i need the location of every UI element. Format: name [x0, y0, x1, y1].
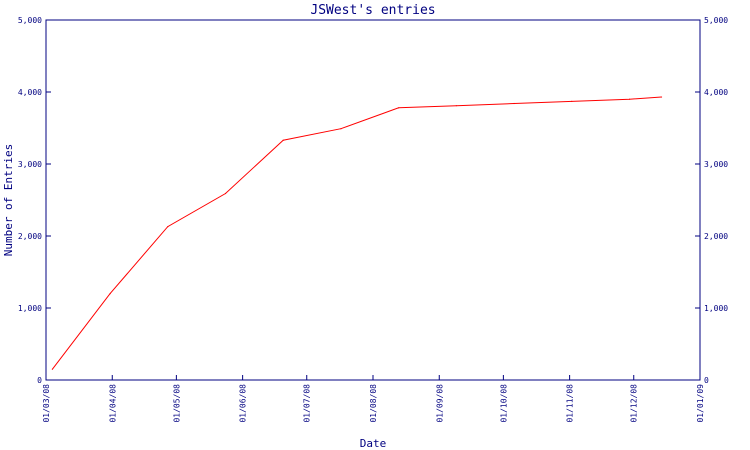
data-point: [571, 100, 573, 102]
x-axis-label: Date: [360, 437, 387, 450]
data-point: [628, 98, 631, 100]
x-tick-label: 01/08/08: [369, 384, 378, 423]
x-tick-label: 01/04/08: [108, 384, 117, 423]
y-axis-right: 0 1,000 2,000 3,000 4,000 5,000: [695, 16, 728, 385]
plot-frame: [45, 19, 701, 381]
series-layer: [51, 96, 663, 370]
x-tick-label: 01/09/08: [435, 384, 444, 423]
y-tick-label-right: 1,000: [704, 304, 728, 313]
y-tick-label-left: 3,000: [18, 160, 42, 169]
data-point: [513, 102, 515, 105]
data-point: [51, 368, 54, 370]
y-tick-label-left: 5,000: [18, 16, 42, 25]
y-tick-label-right: 0: [704, 376, 709, 385]
data-point: [455, 105, 457, 107]
x-tick-label: 01/10/08: [499, 384, 508, 423]
y-tick-label-right: 2,000: [704, 232, 728, 241]
y-axis-left: 0 1,000 2,000 3,000 4,000 5,000: [18, 16, 51, 385]
x-tick-label: 01/11/08: [566, 384, 575, 423]
x-tick-label: 01/12/08: [630, 384, 639, 423]
x-tick-label: 01/03/08: [42, 384, 51, 423]
data-point: [224, 192, 227, 195]
y-tick-label-left: 1,000: [18, 304, 42, 313]
y-tick-label-right: 5,000: [704, 16, 728, 25]
chart-title: JSWest's entries: [310, 3, 435, 18]
data-point: [398, 107, 400, 109]
y-axis-label: Number of Entries: [2, 144, 15, 257]
x-axis: 01/03/08 01/04/08 01/05/08 01/06/08 01/07/08…: [42, 375, 705, 423]
data-point: [340, 128, 342, 130]
y-tick-label-left: 2,000: [18, 232, 42, 241]
data-point: [109, 293, 111, 295]
series-line: [52, 96, 662, 370]
x-tick-label: 01/07/08: [303, 384, 312, 423]
x-tick-label: 01/01/09: [696, 384, 705, 423]
x-tick-label: 01/06/08: [239, 384, 248, 423]
data-point: [167, 226, 169, 228]
x-tick-label: 01/05/08: [172, 384, 181, 423]
y-tick-label-right: 3,000: [704, 160, 728, 169]
data-point: [660, 96, 663, 98]
data-point: [282, 139, 284, 141]
y-tick-label-left: 4,000: [18, 88, 42, 97]
y-tick-label-left: 0: [37, 376, 42, 385]
y-tick-label-right: 4,000: [704, 88, 728, 97]
